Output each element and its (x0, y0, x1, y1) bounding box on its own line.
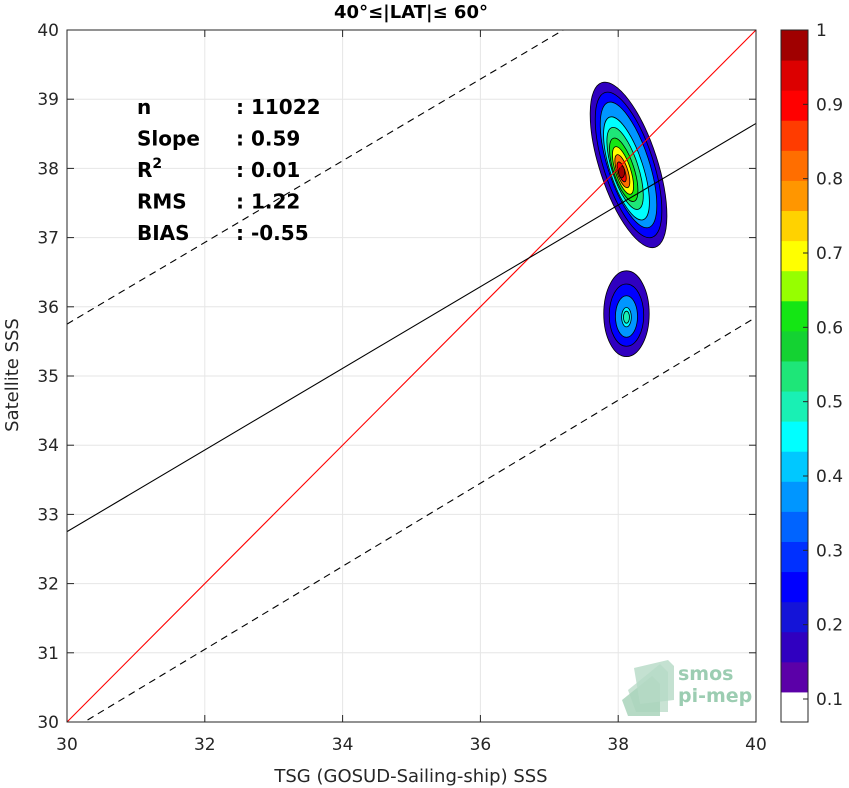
regression-lines (67, 30, 756, 722)
colorbar-tick-label: 1 (816, 21, 827, 41)
colorbar-tick-label: 0.3 (816, 541, 843, 561)
stat-value: : 1.22 (236, 190, 300, 214)
density-cluster-2 (603, 270, 650, 358)
y-tick-label: 36 (37, 298, 59, 318)
colorbar-segment (781, 391, 808, 422)
logo-line-1: smos (678, 663, 733, 685)
y-axis-label: Satellite SSS (2, 318, 23, 432)
stat-value: : 11022 (236, 95, 321, 119)
colorbar-segment (781, 60, 808, 91)
stat-label: RMS (137, 190, 187, 214)
y-tick-label: 35 (37, 367, 59, 387)
y-tick-label: 39 (37, 90, 59, 110)
stat-label: n (137, 95, 151, 119)
y-axis-ticks: 30 31 32 33 34 35 36 37 38 39 40 (37, 21, 756, 733)
x-tick-label: 40 (745, 735, 767, 755)
stat-label: BIAS (137, 221, 190, 245)
colorbar-segment (781, 451, 808, 482)
colorbar-tick-label: 0.7 (816, 244, 843, 264)
y-tick-label: 37 (37, 229, 59, 249)
stats-box: n : 11022 Slope : 0.59 R2 : 0.01 RMS : 1.22 BIAS… (137, 95, 321, 245)
colorbar-frame (780, 29, 809, 723)
x-tick-label: 34 (332, 735, 354, 755)
line-fit (67, 122, 756, 533)
x-tick-label: 32 (194, 735, 216, 755)
x-tick-label: 30 (56, 735, 78, 755)
colorbar-tick-label: 0.9 (816, 95, 843, 115)
x-tick-label: 38 (607, 735, 629, 755)
colorbar-segment (781, 180, 808, 212)
colorbar-segment (781, 240, 808, 272)
colorbar-segment (781, 541, 808, 573)
logo-emblem-icon (622, 660, 674, 716)
y-tick-label: 38 (37, 159, 59, 179)
y-tick-label: 30 (37, 713, 59, 733)
colorbar-tick-label: 0.8 (816, 170, 843, 190)
colorbar-segment (781, 120, 808, 151)
line-lower (83, 316, 756, 722)
stat-value: : -0.55 (236, 221, 309, 245)
y-tick-label: 31 (37, 644, 59, 664)
x-axis-label: TSG (GOSUD-Sailing-ship) SSS (273, 766, 547, 787)
contour-peak (623, 310, 630, 324)
density-contours (589, 81, 668, 358)
line-1-to-1 (67, 30, 756, 722)
colorbar-segment (781, 30, 808, 61)
logo-line-2: pi-mep (678, 685, 752, 707)
chart-title: 40°≤|LAT|≤ 60° (334, 2, 488, 23)
colorbar-segment (781, 571, 808, 603)
colorbar-segment (781, 270, 808, 302)
colorbar-tick-label: 0.4 (816, 467, 843, 487)
stat-label: R2 (137, 156, 162, 182)
stat-value: : 0.59 (236, 127, 300, 151)
colorbar-tick-label: 0.5 (816, 393, 843, 413)
y-tick-label: 32 (37, 575, 59, 595)
smos-pimep-logo: smos pi-mep (622, 660, 752, 716)
density-cluster-1 (589, 81, 668, 249)
y-tick-label: 40 (37, 21, 59, 41)
colorbar-segment (781, 481, 808, 512)
colorbar-segment (781, 691, 808, 723)
x-axis-ticks: 30 32 34 36 38 40 (56, 30, 767, 755)
colorbar-segment (781, 421, 808, 452)
stat-value: : 0.01 (236, 158, 300, 182)
colorbar-segment (781, 300, 808, 332)
colorbar-segment (781, 150, 808, 181)
colorbar-segment (781, 330, 808, 362)
colorbar (780, 29, 809, 723)
colorbar-segment (781, 90, 808, 121)
colorbar-tick-label: 0.1 (816, 690, 843, 710)
colorbar-segment (781, 210, 808, 242)
colorbar-ticks: 0.1 0.2 0.3 0.4 0.5 0.6 0.7 0.8 0.9 1 (803, 21, 843, 710)
y-tick-label: 33 (37, 505, 59, 525)
stat-superscript: 2 (152, 156, 162, 172)
colorbar-segment (781, 631, 808, 663)
stat-label: Slope (137, 127, 200, 151)
line-upper (67, 30, 565, 325)
colorbar-tick-label: 0.2 (816, 616, 843, 636)
x-tick-label: 36 (470, 735, 492, 755)
colorbar-segment (781, 601, 808, 633)
colorbar-segment (781, 511, 808, 542)
colorbar-segment (781, 661, 808, 693)
contour-peak (618, 165, 626, 179)
y-tick-label: 34 (37, 436, 59, 456)
colorbar-segment (781, 360, 808, 392)
colorbar-tick-label: 0.6 (816, 318, 843, 338)
